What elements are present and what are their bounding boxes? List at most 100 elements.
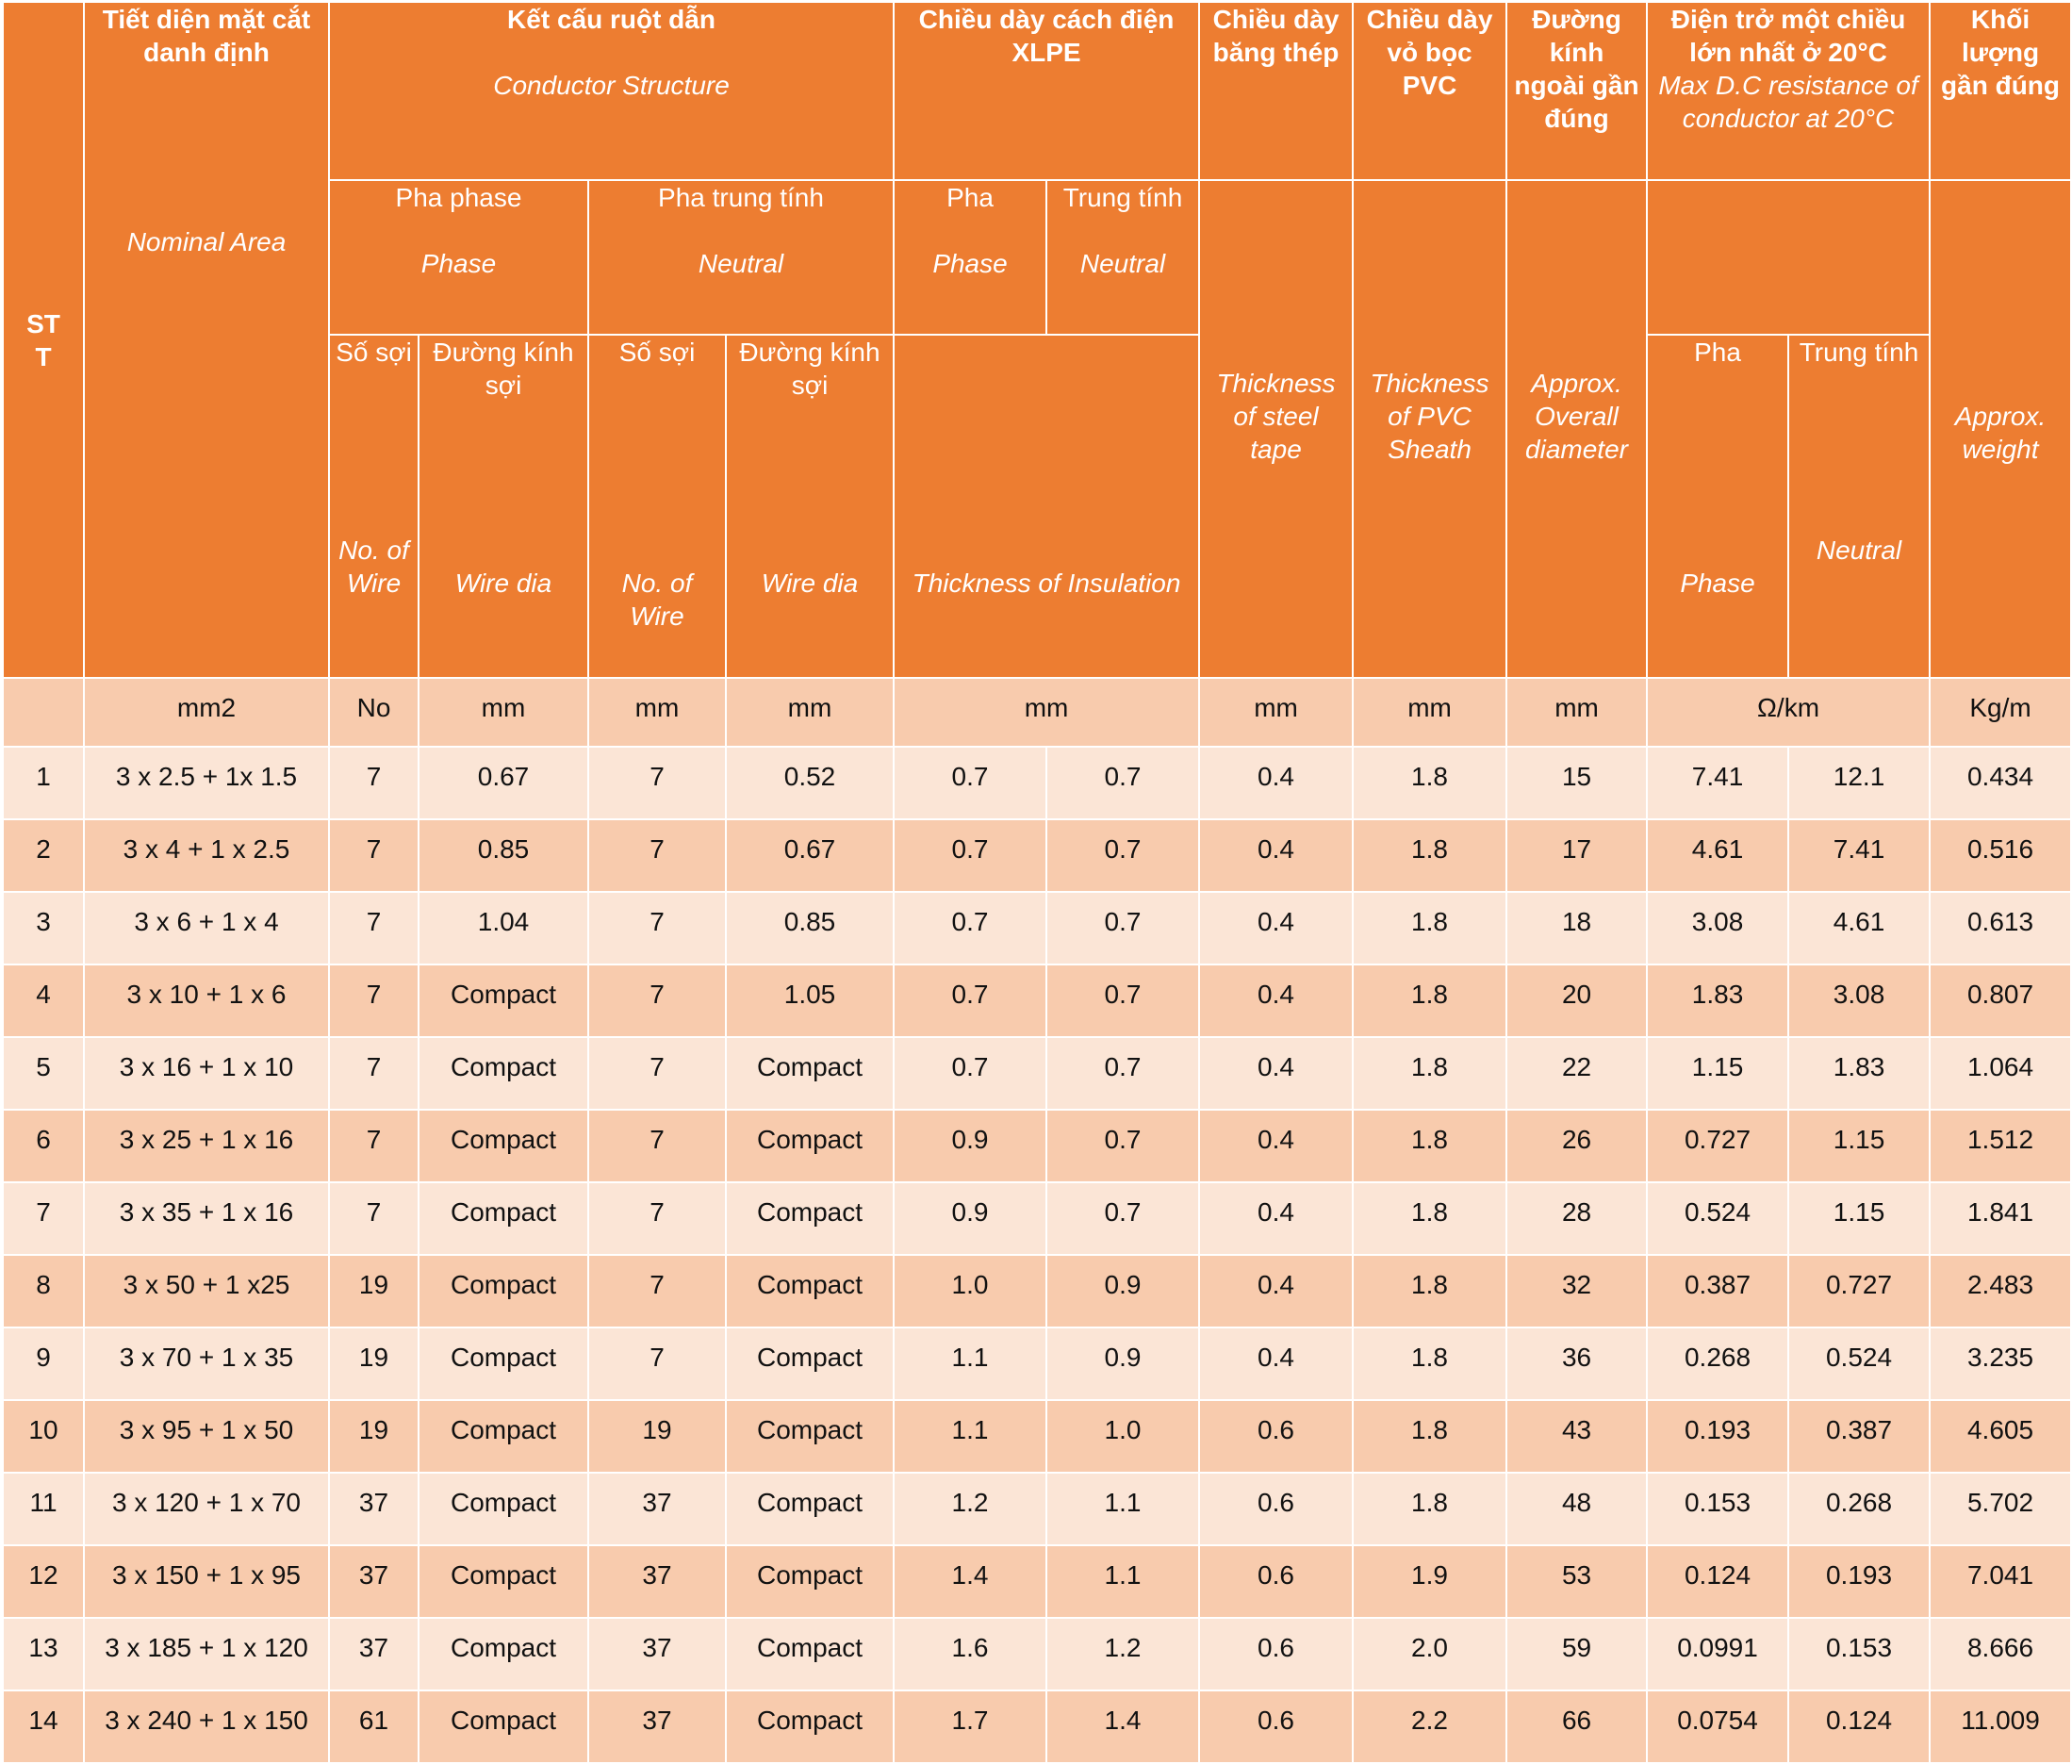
wiredia-neutral-en: Wire dia (761, 569, 859, 598)
cell-res-n: 0.124 (1787, 1690, 1932, 1764)
cell-ins-p: 1.0 (893, 1254, 1048, 1328)
cell-ins-p: 1.6 (893, 1617, 1048, 1691)
wires-phase-en: No. of Wire (338, 536, 409, 598)
cell-ins-p: 1.4 (893, 1544, 1048, 1619)
cell-sheath: 1.8 (1352, 746, 1508, 820)
resistance-neutral-vi: Trung tính (1799, 338, 1919, 367)
cell-weight: 0.516 (1929, 818, 2072, 893)
cell-steel: 0.4 (1198, 891, 1355, 965)
steel-tape-en: Thickness of steel tape (1216, 369, 1336, 464)
cell-dia-n: Compact (724, 1036, 896, 1111)
cell-steel: 0.4 (1198, 1036, 1355, 1111)
cell-wires-p: 19 (328, 1327, 419, 1401)
approx-weight-vi: Khối lượng gần đúng (1941, 5, 2061, 100)
header-neutral-group: Pha trung tính Neutral (586, 179, 896, 336)
cell-sheath: 1.8 (1352, 891, 1508, 965)
cell-wires-p: 7 (328, 818, 419, 893)
cell-steel: 0.6 (1198, 1690, 1355, 1764)
header-pvc-sheath: Chiều dày vỏ bọc PVC (1352, 1, 1508, 181)
cell-steel: 0.4 (1198, 964, 1355, 1038)
cell-area: 3 x 6 + 1 x 4 (83, 891, 330, 965)
cell-wires-p: 37 (328, 1617, 419, 1691)
cell-wires-p: 19 (328, 1254, 419, 1328)
cell-dia-p: Compact (418, 1399, 589, 1474)
overall-diameter-en: Approx. Overall diameter (1525, 369, 1628, 464)
cell-diameter: 18 (1505, 891, 1649, 965)
table-row: 10 3 x 95 + 1 x 50 19 Compact 19 Compact 1.1 1.… (2, 1399, 2072, 1474)
header-insulation-neutral: Trung tính Neutral (1045, 179, 1201, 336)
cell-wires-n: 7 (587, 1254, 727, 1328)
cell-weight: 2.483 (1929, 1254, 2072, 1328)
header-conductor-structure: Kết cấu ruột dẫn Conductor Structure (327, 1, 896, 181)
unit-resistance: Ω/km (1646, 677, 1932, 748)
cell-steel: 0.4 (1198, 746, 1355, 820)
nominal-area-en: Nominal Area (126, 227, 287, 256)
cell-area: 3 x 2.5 + 1x 1.5 (83, 746, 330, 820)
table-units: mm2 No mm mm mm mm mm mm mm Ω/km Kg/m (2, 677, 2072, 748)
cell-dia-p: Compact (418, 1472, 589, 1546)
resistance-phase-en: Phase (1680, 569, 1755, 598)
cell-wires-p: 7 (328, 1036, 419, 1111)
cell-area: 3 x 25 + 1 x 16 (83, 1109, 330, 1183)
cell-weight: 1.512 (1929, 1109, 2072, 1183)
cell-steel: 0.4 (1198, 818, 1355, 893)
cell-dia-p: 0.85 (418, 818, 589, 893)
header-insulation-thickness: Thickness of Insulation (893, 334, 1201, 679)
cell-wires-n: 37 (587, 1690, 727, 1764)
cell-wires-n: 37 (587, 1544, 727, 1619)
cell-res-p: 0.524 (1646, 1181, 1790, 1256)
cell-wires-n: 7 (587, 1036, 727, 1111)
cell-res-n: 1.15 (1787, 1181, 1932, 1256)
cell-dia-p: Compact (418, 1181, 589, 1256)
cell-steel: 0.4 (1198, 1109, 1355, 1183)
table-row: 12 3 x 150 + 1 x 95 37 Compact 37 Compact 1.4 1… (2, 1544, 2072, 1619)
unit-wires-neutral: mm (587, 677, 727, 748)
cell-wires-n: 7 (587, 746, 727, 820)
cell-res-n: 0.268 (1787, 1472, 1932, 1546)
cell-sheath: 1.8 (1352, 1399, 1508, 1474)
cell-dia-p: 1.04 (418, 891, 589, 965)
cell-diameter: 53 (1505, 1544, 1649, 1619)
cell-ins-n: 1.1 (1045, 1472, 1201, 1546)
nominal-area-vi: Tiết diện mặt cắt danh định (102, 5, 311, 67)
cell-area: 3 x 4 + 1 x 2.5 (83, 818, 330, 893)
cell-area: 3 x 95 + 1 x 50 (83, 1399, 330, 1474)
wires-neutral-en: No. of Wire (621, 569, 693, 631)
cell-res-p: 4.61 (1646, 818, 1790, 893)
cell-dia-n: Compact (724, 1399, 896, 1474)
cell-wires-n: 7 (587, 818, 727, 893)
cell-dia-n: 0.85 (724, 891, 896, 965)
cell-stt: 7 (2, 1181, 85, 1256)
cell-diameter: 59 (1505, 1617, 1649, 1691)
cell-sheath: 1.9 (1352, 1544, 1508, 1619)
cell-area: 3 x 16 + 1 x 10 (83, 1036, 330, 1111)
cell-sheath: 1.8 (1352, 1181, 1508, 1256)
unit-insulation: mm (893, 677, 1201, 748)
cell-dia-p: Compact (418, 1254, 589, 1328)
cell-res-p: 0.268 (1646, 1327, 1790, 1401)
cell-res-p: 0.387 (1646, 1254, 1790, 1328)
cell-sheath: 2.0 (1352, 1617, 1508, 1691)
cell-ins-n: 0.7 (1045, 746, 1201, 820)
header-phase-group: Pha phase Phase (328, 179, 589, 336)
cell-wires-p: 37 (328, 1544, 419, 1619)
cell-stt: 10 (2, 1399, 85, 1474)
cell-dia-n: Compact (724, 1544, 896, 1619)
cell-steel: 0.6 (1198, 1399, 1355, 1474)
cell-wires-p: 7 (328, 964, 419, 1038)
cell-diameter: 28 (1505, 1181, 1649, 1256)
cell-dia-n: Compact (724, 1472, 896, 1546)
overall-diameter-vi: Đường kính ngoài gần đúng (1514, 5, 1639, 133)
header-overall-diameter: Đường kính ngoài gần đúng (1505, 1, 1649, 181)
header-steel-tape: Chiều dày băng thép (1198, 1, 1355, 181)
cell-stt: 8 (2, 1254, 85, 1328)
cell-res-n: 4.61 (1787, 891, 1932, 965)
cell-ins-n: 1.0 (1045, 1399, 1201, 1474)
cell-weight: 0.807 (1929, 964, 2072, 1038)
pvc-sheath-en: Thickness of PVC Sheath (1370, 369, 1489, 464)
insulation-neutral-vi: Trung tính (1062, 183, 1183, 212)
